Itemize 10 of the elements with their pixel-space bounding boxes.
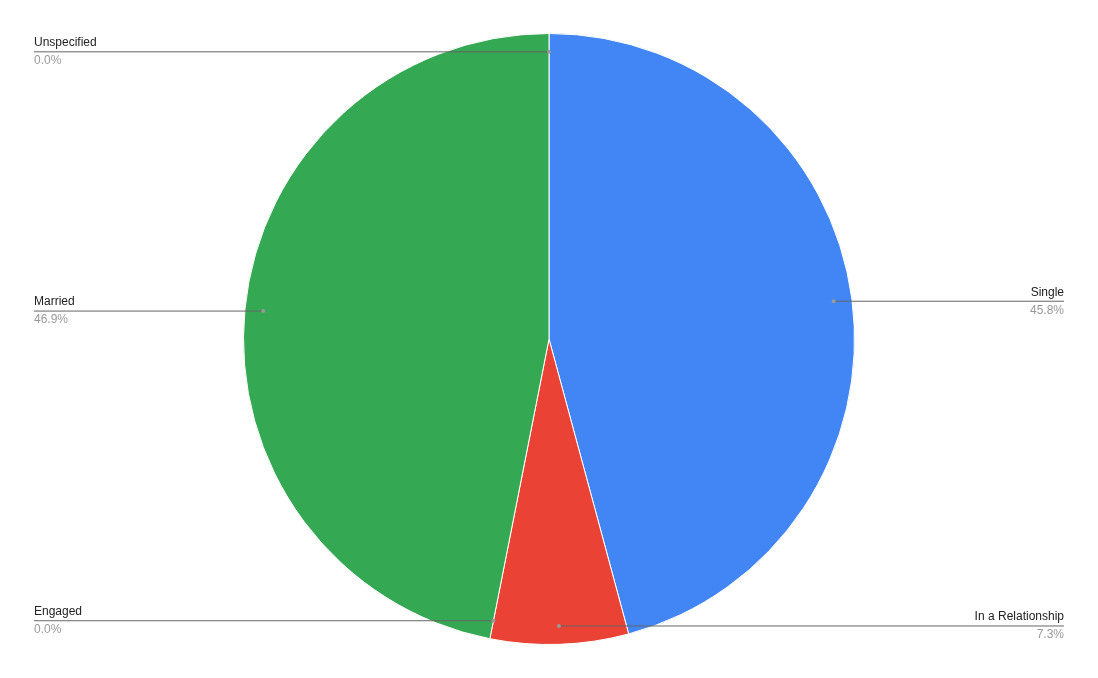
data-label: 45.8% [1029,302,1065,317]
slice-label: Single [1030,284,1065,299]
slice-label: In a Relationship [974,609,1065,624]
data-label: 7.3% [1036,627,1065,642]
text: 0.0% [34,622,62,637]
category-label: Engaged [34,604,83,619]
category-label: Unspecified [34,35,97,50]
text: 0.0% [34,53,62,68]
slice-label: Married [34,294,75,309]
data-label: 46.9% [34,312,69,327]
